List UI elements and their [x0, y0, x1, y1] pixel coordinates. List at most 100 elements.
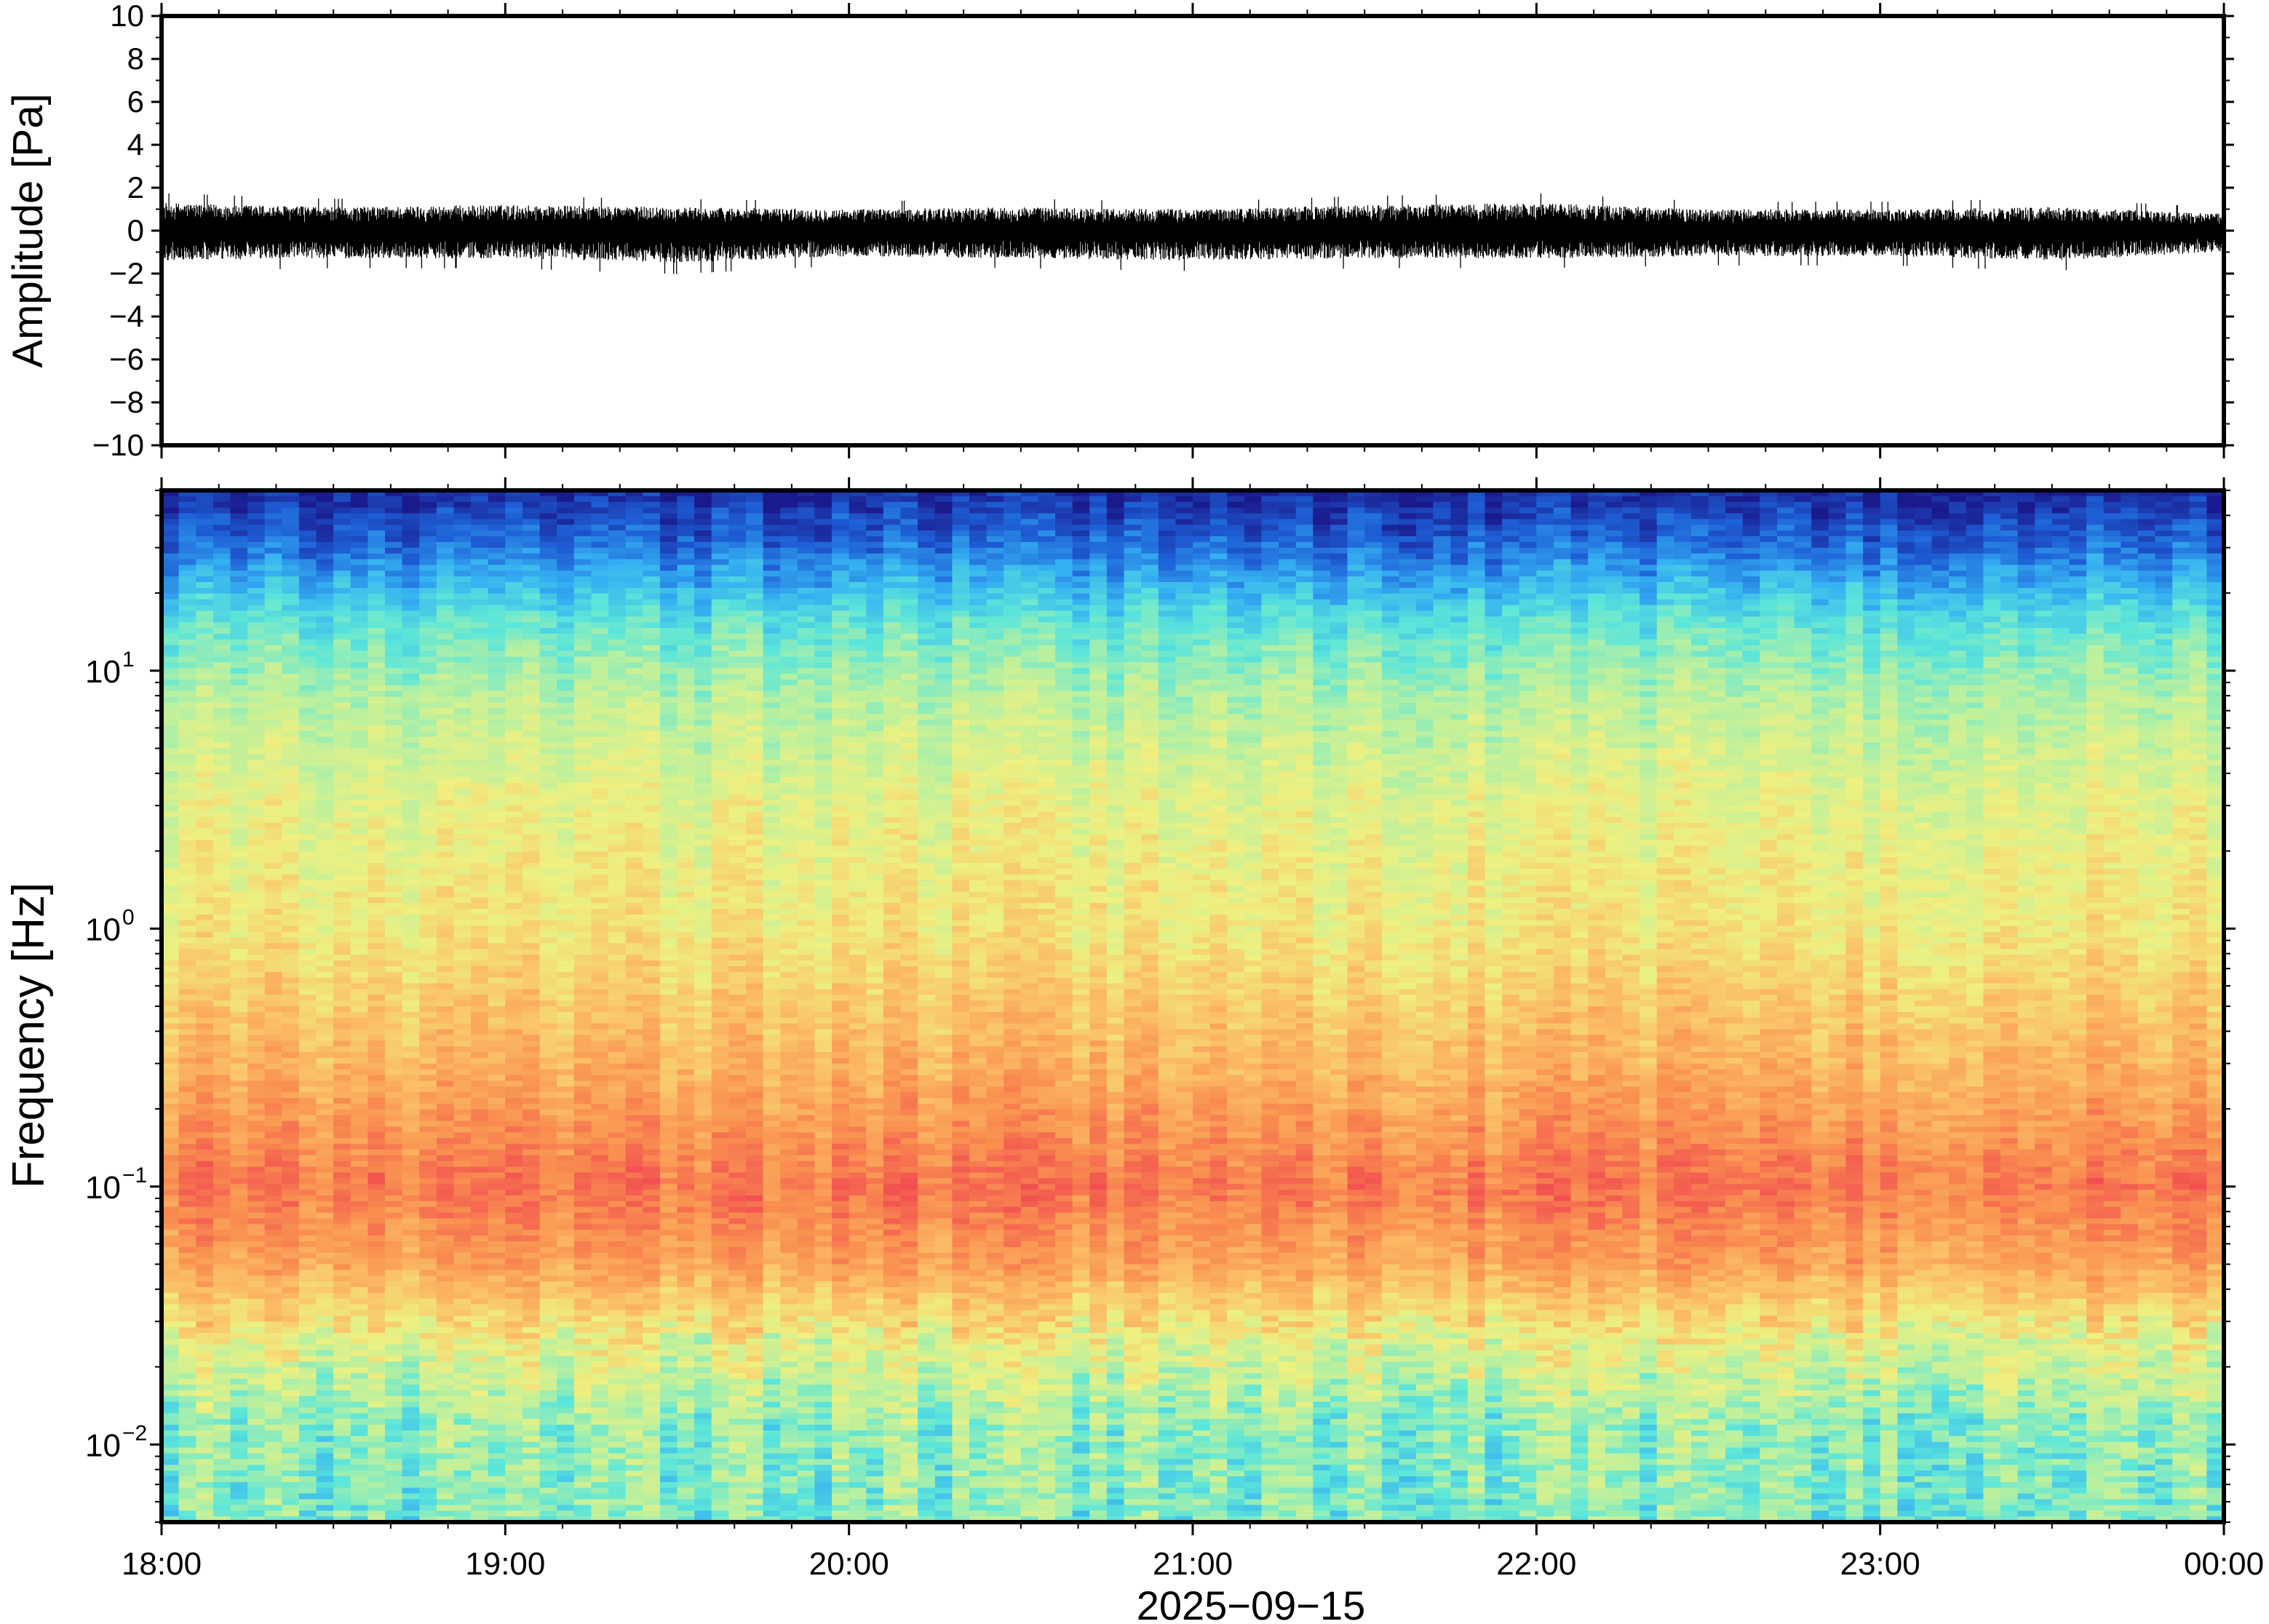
spectrogram-cell	[1313, 628, 1331, 634]
spectrogram-cell	[1158, 559, 1177, 566]
spectrogram-cell	[1570, 708, 1589, 715]
spectrogram-cell	[1416, 525, 1434, 531]
spectrogram-cell	[1399, 680, 1417, 686]
spectrogram-cell	[1794, 616, 1812, 623]
spectrogram-cell	[1381, 501, 1400, 509]
spectrogram-cell	[2017, 593, 2035, 600]
spectrogram-cell	[1467, 582, 1486, 589]
spectrogram-cell	[1399, 674, 1417, 680]
spectrogram-cell	[866, 513, 884, 520]
spectrogram-cell	[402, 645, 420, 652]
spectrogram-cell	[2035, 599, 2053, 606]
spectrogram-cell	[1553, 633, 1572, 640]
spectrogram-cell	[2051, 645, 2070, 652]
spectrogram-cell	[2086, 628, 2105, 634]
spectrogram-cell	[591, 565, 609, 572]
spectrogram-cell	[1845, 541, 1864, 549]
spectrogram-cell	[1313, 650, 1331, 658]
spectrogram-cell	[694, 536, 712, 543]
spectrogram-cell	[1381, 519, 1400, 526]
spectrogram-cell	[1193, 582, 1211, 589]
spectrogram-cell	[539, 690, 557, 698]
spectrogram-cell	[934, 605, 953, 612]
spectrogram-cell	[986, 662, 1004, 669]
spectrogram-cell	[832, 605, 850, 612]
spectrogram-cell	[2035, 656, 2053, 664]
spectrogram-cell	[1570, 507, 1589, 514]
spectrogram-cell	[2017, 690, 2035, 698]
spectrogram-cell	[986, 536, 1004, 543]
spectrogram-cell	[728, 570, 747, 577]
spectrogram-cell	[385, 610, 403, 618]
spectrogram-cell	[1467, 622, 1486, 629]
spectrogram-cell	[522, 628, 541, 634]
spectrogram-cell	[1158, 501, 1177, 509]
spectrogram-cell	[1674, 708, 1692, 715]
spectrogram-cell	[505, 541, 523, 549]
spectrogram-cell	[643, 495, 661, 503]
spectrogram-cell	[883, 547, 902, 554]
spectrogram-cell	[711, 650, 730, 658]
spectrogram-cell	[677, 593, 695, 600]
spectrogram-cell	[2051, 490, 2070, 497]
spectrogram-cell	[419, 674, 437, 680]
spectrogram-cell	[212, 525, 231, 531]
spectrogram-cell	[608, 576, 627, 583]
spectrogram-cell	[1209, 639, 1228, 646]
spectrogram-cell	[2121, 576, 2139, 583]
spectrogram-cell	[1897, 714, 1915, 720]
spectrogram-cell	[1330, 690, 1348, 698]
spectrogram-cell	[866, 720, 884, 726]
spectrogram-cell	[2103, 616, 2122, 623]
spectrogram-cell	[247, 633, 266, 640]
spectrogram-cell	[2086, 616, 2105, 623]
spectrogram-cell	[453, 536, 472, 543]
spectrogram-cell	[1622, 662, 1640, 669]
spectrogram-cell	[2017, 570, 2035, 577]
spectrogram-cell	[814, 582, 833, 589]
spectrogram-cell	[883, 536, 902, 543]
spectrogram-cell	[557, 599, 575, 606]
spectrogram-cell	[814, 650, 833, 658]
spectrogram-cell	[505, 605, 523, 612]
spectrogram-cell	[797, 536, 816, 543]
spectrogram-cell	[333, 507, 351, 514]
spectrogram-cell	[1158, 553, 1177, 560]
spectrogram-cell	[316, 662, 334, 669]
spectrogram-cell	[162, 610, 180, 618]
spectrogram-cell	[780, 599, 798, 606]
spectrogram-cell	[849, 668, 867, 674]
spectrogram-cell	[659, 559, 678, 566]
spectrogram-cell	[797, 674, 816, 680]
spectrogram-cell	[385, 680, 403, 686]
spectrogram-cell	[2155, 570, 2173, 577]
spectrogram-cell	[1708, 582, 1726, 589]
spectrogram-cell	[505, 587, 523, 594]
spectrogram-cell	[1416, 593, 1434, 600]
spectrogram-cell	[1072, 576, 1091, 583]
spectrogram-cell	[1175, 610, 1193, 618]
spectrogram-cell	[1141, 576, 1159, 583]
spectrogram-cell	[883, 541, 902, 549]
spectrogram-cell	[1570, 570, 1589, 577]
spectrogram-cell	[900, 633, 918, 640]
spectrogram-cell	[1966, 685, 1984, 692]
spectrogram-cell	[797, 680, 816, 686]
spectrogram-cell	[162, 587, 180, 594]
spectrogram-cell	[1690, 628, 1709, 634]
spectrogram-cell	[625, 702, 643, 709]
spectrogram-cell	[1760, 645, 1778, 652]
spectrogram-cell	[883, 633, 902, 640]
spectrogram-cell	[316, 519, 334, 526]
spectrogram-cell	[1863, 650, 1881, 658]
spectrogram-cell	[1089, 559, 1108, 566]
spectrogram-cell	[2121, 656, 2139, 664]
spectrogram-cell	[367, 513, 386, 520]
spectrogram-cell	[625, 616, 643, 623]
spectrogram-cell	[1553, 576, 1572, 583]
spectrogram-cell	[1519, 622, 1538, 629]
spectrogram-cell	[1674, 513, 1692, 520]
spectrogram-cell	[1416, 690, 1434, 698]
spectrogram-cell	[849, 525, 867, 531]
spectrogram-cell	[453, 599, 472, 606]
